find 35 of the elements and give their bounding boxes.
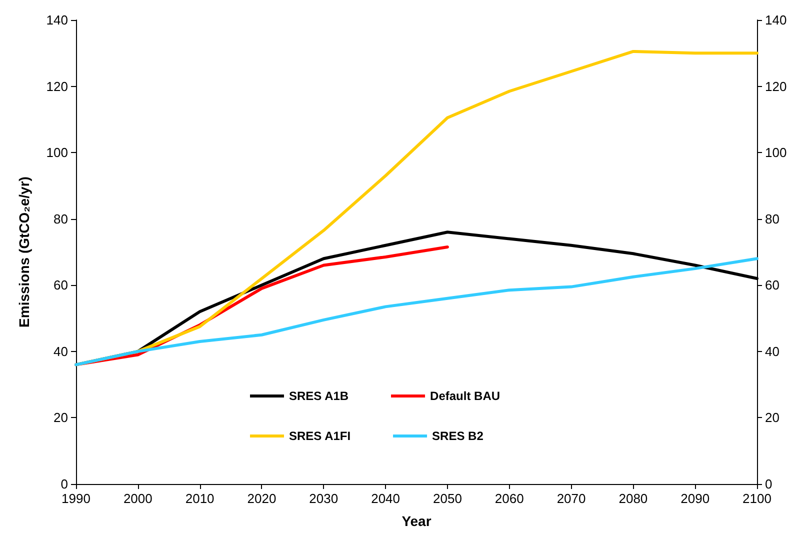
y-tick-label: 0 (60, 476, 68, 492)
y-axis-title: Emissions (GtCO₂e/yr) (16, 176, 32, 328)
line-series (74, 257, 758, 366)
legend-label: SRES A1FI (289, 429, 371, 443)
y2-tick-label: 20 (765, 410, 780, 426)
y2-tick-label: 80 (765, 211, 780, 226)
x-tick-label: 2090 (680, 491, 710, 506)
x-tick-label: 2000 (123, 491, 152, 506)
y-tick-label: 80 (54, 211, 68, 226)
y2-tick-label: 60 (765, 278, 780, 293)
y-tick-label: 40 (54, 344, 68, 359)
y-tick-label: 100 (46, 145, 68, 160)
y-tick-label: 140 (46, 12, 68, 28)
x-tick-label: 1990 (62, 491, 90, 506)
y-tick-label: 20 (54, 410, 68, 426)
x-tick-label: 2040 (371, 491, 400, 506)
x-tick-label: 2010 (185, 491, 214, 506)
y2-tick-label: 0 (765, 476, 772, 492)
x-tick-label: 2060 (494, 491, 524, 506)
x-tick-label: 2030 (309, 491, 338, 506)
y2-tick-label: 140 (765, 12, 787, 28)
x-axis-title: Year (402, 513, 432, 529)
x-tick-label: 2050 (432, 491, 462, 506)
legend-label: SRES B2 (432, 429, 504, 443)
x-tick-label: 2100 (742, 491, 772, 506)
x-tick-label: 2070 (556, 491, 586, 506)
legend-label: SRES A1B (289, 389, 369, 403)
x-tick-label: 2080 (618, 491, 648, 506)
y-tick-label: 120 (46, 78, 68, 94)
y2-tick-label: 100 (765, 145, 787, 160)
legend-label: Default BAU (430, 389, 520, 403)
y-tick-label: 60 (54, 278, 68, 293)
y2-tick-label: 40 (765, 344, 780, 359)
x-tick-label: 2020 (247, 491, 276, 506)
y2-tick-label: 120 (765, 78, 787, 94)
